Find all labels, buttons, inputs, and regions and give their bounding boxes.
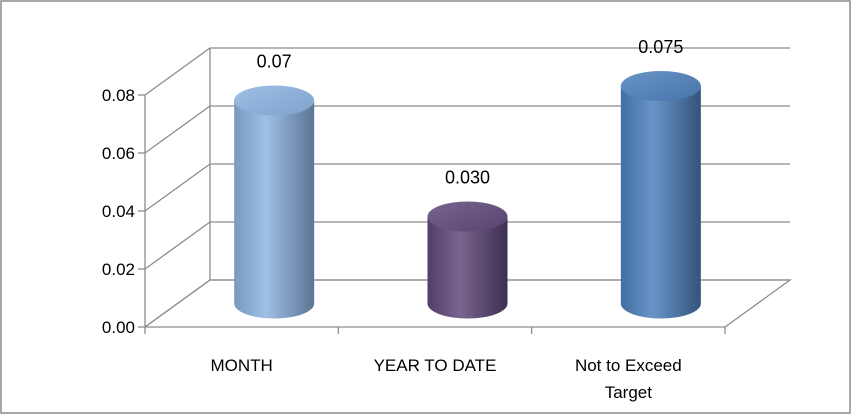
gridline [144, 105, 790, 154]
data-label-not-to-exceed-target: 0.075 [638, 37, 683, 57]
bar-top [427, 201, 508, 232]
x-tick-label-not-to-exceed-target: Not to Exceed [575, 356, 682, 375]
y-tick-label: 0.00 [102, 318, 135, 337]
x-tick-label-not-to-exceed-target: Target [605, 383, 653, 402]
y-tick-label: 0.08 [102, 86, 135, 105]
gridline [144, 163, 790, 212]
x-tick-label-year-to-date: YEAR TO DATE [374, 356, 497, 375]
bar-month [234, 85, 315, 319]
gridlines [144, 47, 790, 328]
data-label-year-to-date: 0.030 [445, 168, 490, 188]
gridline [144, 279, 790, 328]
gridline [144, 221, 790, 270]
bar-body [234, 100, 315, 319]
bar-top [620, 71, 701, 101]
bars [234, 71, 701, 319]
x-tick-label-month: MONTH [211, 356, 273, 375]
bar-year-to-date [427, 201, 508, 319]
y-tick-label: 0.04 [102, 202, 135, 221]
y-tick-label: 0.06 [102, 144, 135, 163]
bar-top [234, 85, 315, 116]
y-tick-label: 0.02 [102, 260, 135, 279]
data-label-month: 0.07 [257, 52, 292, 72]
gridline [144, 47, 790, 96]
category-labels: MONTH YEAR TO DATE Not to Exceed Target [211, 356, 682, 402]
axes [138, 94, 726, 334]
data-labels: 0.07 0.030 0.075 [257, 37, 684, 188]
y-tick-labels: 0.00 0.02 0.04 0.06 0.08 [102, 86, 135, 337]
bar-not-to-exceed-target [620, 71, 701, 319]
bar-body [427, 216, 508, 319]
bar-body [620, 86, 701, 319]
